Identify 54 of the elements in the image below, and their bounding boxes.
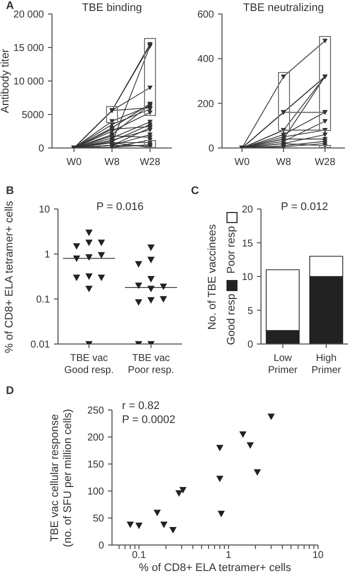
x-axis-title: % of CD8+ ELA tetramer+ cells xyxy=(138,562,292,574)
annotation: P = 0.016 xyxy=(95,201,145,213)
x-tick-label: 1 xyxy=(226,550,232,562)
y-axis-title: % of CD8+ ELA tetramer+ cells xyxy=(4,200,16,353)
x-tick-label: 10 xyxy=(312,550,324,562)
x-tick-label: High Primer xyxy=(312,353,342,376)
x-tick-label: W0 xyxy=(234,157,250,168)
x-tick-label: TBE vac Poor resp. xyxy=(128,353,174,376)
text: B xyxy=(6,185,14,197)
chart-title: TBE neutralizing xyxy=(242,2,325,14)
y-tick-label: 10 000 xyxy=(13,76,44,88)
annotation: r = 0.82 xyxy=(122,400,160,412)
y-tick-label: 1 xyxy=(44,250,50,260)
y-tick-label: 10 xyxy=(242,272,254,283)
y-tick-label: 5 xyxy=(247,306,254,317)
text: C xyxy=(191,185,199,197)
y-tick-label: 0.01 xyxy=(30,340,50,350)
x-tick-label: W8 xyxy=(104,157,120,168)
y-tick-label: 50 xyxy=(92,514,104,524)
x-tick-label: W28 xyxy=(140,157,161,168)
y-tick-label: 5000 xyxy=(22,110,44,121)
y-tick-label: 150 xyxy=(87,460,104,470)
x-tick-label: W28 xyxy=(314,157,336,168)
y-tick-label: 200 xyxy=(197,98,214,110)
x-tick-label: TBE vac Good resp. xyxy=(64,353,114,376)
y-tick-label: 15 xyxy=(242,238,254,250)
y-tick-label: 600 xyxy=(197,10,214,20)
y-tick-label: 400 xyxy=(197,54,214,66)
y-tick-label: 0 xyxy=(98,540,104,552)
y-axis-title: TBE vac cellular response (no. of SFU per million cells) xyxy=(49,408,75,547)
y-tick-label: 20 xyxy=(242,204,254,216)
annotation: P = 0.0002 xyxy=(122,414,176,426)
x-tick-label: W0 xyxy=(66,157,82,168)
y-axis-title: Antibody titer xyxy=(0,48,12,114)
y-tick-label: 0 xyxy=(38,144,44,154)
y-tick-label: 20 000 xyxy=(13,10,44,20)
legend-label: Poor resp xyxy=(226,225,238,274)
text: A xyxy=(6,0,14,12)
y-tick-label: 0 xyxy=(208,144,214,154)
y-tick-label: 100 xyxy=(87,486,104,498)
y-tick-label: 200 xyxy=(87,432,104,444)
x-tick-label: W8 xyxy=(276,157,292,168)
y-tick-label: 0 xyxy=(247,340,254,350)
y-tick-label: 10 xyxy=(38,204,50,216)
y-tick-label: 250 xyxy=(87,406,104,416)
text: D xyxy=(6,385,14,397)
x-tick-label: Low Primer xyxy=(268,353,298,376)
chart-title: TBE binding xyxy=(81,2,143,14)
y-tick-label: 0.1 xyxy=(36,294,50,306)
y-tick-label: 15 000 xyxy=(13,43,44,54)
x-tick-label: 0.1 xyxy=(132,550,146,562)
annotation: P = 0.012 xyxy=(280,201,330,213)
y-axis-title: No. of TBE vaccinees xyxy=(206,224,220,330)
legend-label: Good resp xyxy=(226,293,238,345)
